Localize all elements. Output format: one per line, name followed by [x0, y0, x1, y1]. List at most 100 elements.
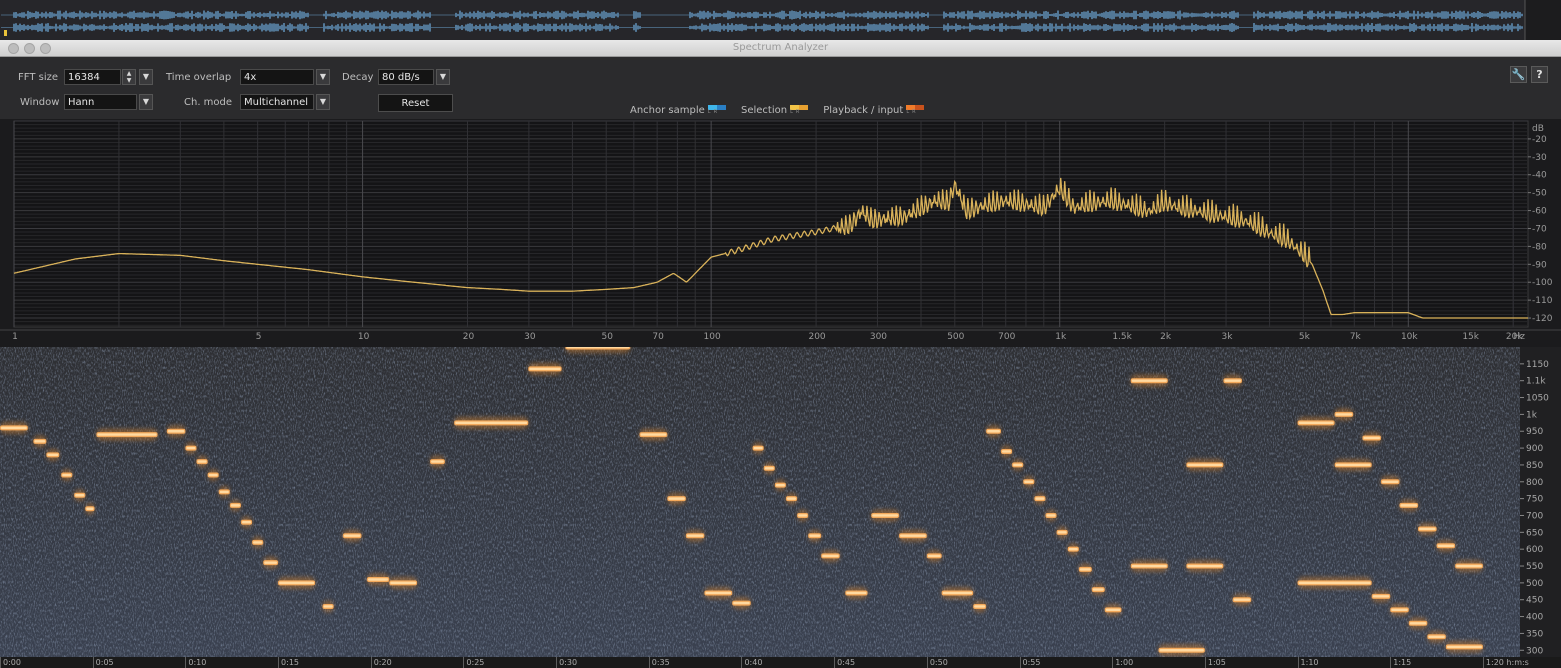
- decay-select[interactable]: 80 dB/s: [378, 69, 434, 85]
- note-core: [34, 440, 46, 443]
- note-core: [1131, 379, 1167, 382]
- x-tick-label: 2k: [1160, 332, 1172, 342]
- spectrum-x-ticks: 1 5 10 20 30 50 70 100 200 300 500 700 1k 1.5k 2k 3k 5k 7…: [12, 332, 1525, 342]
- note-core: [1131, 564, 1167, 568]
- spectrum-series-line: [13, 177, 1528, 319]
- legend-selection-swatch: LR: [790, 105, 809, 115]
- note: [1067, 543, 1079, 556]
- note: [941, 586, 974, 599]
- note: [0, 421, 28, 434]
- x-tick-label: 15k: [1462, 332, 1479, 342]
- note-core: [279, 581, 315, 585]
- time-tick-label: 0:25: [463, 657, 484, 668]
- y-tick-label: -60: [1532, 207, 1547, 217]
- window-fn-dropdown-icon[interactable]: ▼: [139, 94, 153, 110]
- note: [218, 485, 230, 498]
- decay-label: Decay: [342, 72, 374, 83]
- note: [1078, 563, 1092, 576]
- y-tick-label: 650: [1526, 528, 1543, 538]
- note: [685, 529, 705, 542]
- note-core: [872, 514, 899, 517]
- x-tick-label: 10: [358, 332, 370, 342]
- note-core: [822, 554, 839, 558]
- note: [986, 425, 1001, 438]
- minimize-window-button[interactable]: [24, 43, 35, 54]
- controls-panel: FFT size 16384 ▲ ▼ ▼ Time overlap 4x ▼ De…: [0, 57, 1561, 119]
- note: [1232, 593, 1252, 606]
- note-core: [368, 578, 389, 581]
- y-tick-label: 900: [1526, 444, 1543, 454]
- note: [1104, 603, 1122, 616]
- spectrum-horizontal-grid: [14, 120, 1528, 326]
- note: [871, 509, 900, 522]
- note: [1045, 509, 1057, 522]
- x-tick-label: 20k: [1506, 332, 1523, 342]
- x-tick-label: 1: [12, 332, 18, 342]
- y-tick-label: 1.1k: [1526, 377, 1546, 387]
- fft-size-stepper[interactable]: ▲ ▼: [122, 69, 136, 85]
- fft-size-field[interactable]: 16384: [64, 69, 121, 85]
- legend-anchor-sample-label: Anchor sample: [630, 105, 705, 116]
- help-icon[interactable]: ?: [1531, 66, 1548, 83]
- time-overlap-select[interactable]: 4x: [240, 69, 314, 85]
- note-core: [1159, 649, 1204, 652]
- note-core: [230, 504, 240, 507]
- note: [85, 502, 95, 515]
- note-core: [1035, 497, 1045, 500]
- note-core: [186, 446, 196, 450]
- y-tick-label: 850: [1526, 461, 1543, 471]
- y-tick-label: 350: [1526, 629, 1543, 639]
- time-overlap-dropdown-icon[interactable]: ▼: [316, 69, 330, 85]
- x-tick-label: 1k: [1055, 332, 1067, 342]
- note-core: [987, 430, 1000, 433]
- fft-size-dropdown-icon[interactable]: ▼: [139, 69, 153, 85]
- y-tick-label: -50: [1532, 189, 1547, 199]
- spectrogram-y-ticks: 1150 1.1k 1050 1k 950 900 850 800 750 700 650 600 55…: [1520, 360, 1549, 656]
- note-core: [47, 453, 59, 457]
- time-tick-label: 0:45: [834, 657, 855, 668]
- ch-mode-select[interactable]: Multichannel: [240, 94, 314, 110]
- x-tick-label: 10k: [1401, 332, 1418, 342]
- note: [1380, 475, 1400, 488]
- note-core: [1446, 645, 1482, 649]
- note: [33, 435, 47, 448]
- waveform-overview[interactable]: [0, 0, 1561, 40]
- note-core: [1024, 480, 1034, 483]
- note: [1445, 640, 1483, 653]
- x-tick-label: 3k: [1222, 332, 1234, 342]
- note-core: [1057, 531, 1067, 534]
- note-core: [1298, 421, 1334, 425]
- reset-button[interactable]: Reset: [378, 94, 453, 112]
- y-tick-label: -80: [1532, 242, 1547, 252]
- time-tick-label: 0:00: [0, 657, 21, 668]
- note-core: [705, 591, 732, 595]
- spectrum-chart[interactable]: 1 5 10 20 30 50 70 100 200 300 500 700 1k 1.5k 2k 3k 5k 7…: [0, 119, 1561, 347]
- note-core: [1068, 547, 1078, 551]
- spectrum-vertical-grid: [13, 121, 1514, 327]
- spectrogram-chart[interactable]: 1150 1.1k 1050 1k 950 900 850 800 750 700 650 600 55…: [0, 347, 1561, 657]
- legend-playback-input-swatch: LR: [906, 105, 925, 115]
- window-fn-select[interactable]: Hann: [64, 94, 137, 110]
- ch-mode-dropdown-icon[interactable]: ▼: [316, 94, 330, 110]
- y-tick-label: 1050: [1526, 394, 1549, 404]
- note-core: [431, 460, 444, 463]
- note: [1455, 560, 1483, 573]
- note-core: [75, 494, 85, 497]
- y-tick-label: 500: [1526, 579, 1543, 589]
- note-core: [97, 433, 157, 436]
- decay-dropdown-icon[interactable]: ▼: [436, 69, 450, 85]
- note: [1091, 583, 1105, 596]
- note: [1186, 560, 1224, 573]
- note: [1158, 644, 1205, 657]
- note-core: [775, 483, 785, 487]
- x-tick-label: 50: [601, 332, 613, 342]
- note: [732, 597, 751, 610]
- note: [1418, 522, 1437, 535]
- note-core: [1001, 450, 1012, 453]
- zoom-window-button[interactable]: [40, 43, 51, 54]
- wrench-icon[interactable]: 🔧: [1510, 66, 1527, 83]
- note: [61, 469, 73, 482]
- note-core: [846, 591, 867, 595]
- note: [389, 576, 418, 589]
- close-window-button[interactable]: [8, 43, 19, 54]
